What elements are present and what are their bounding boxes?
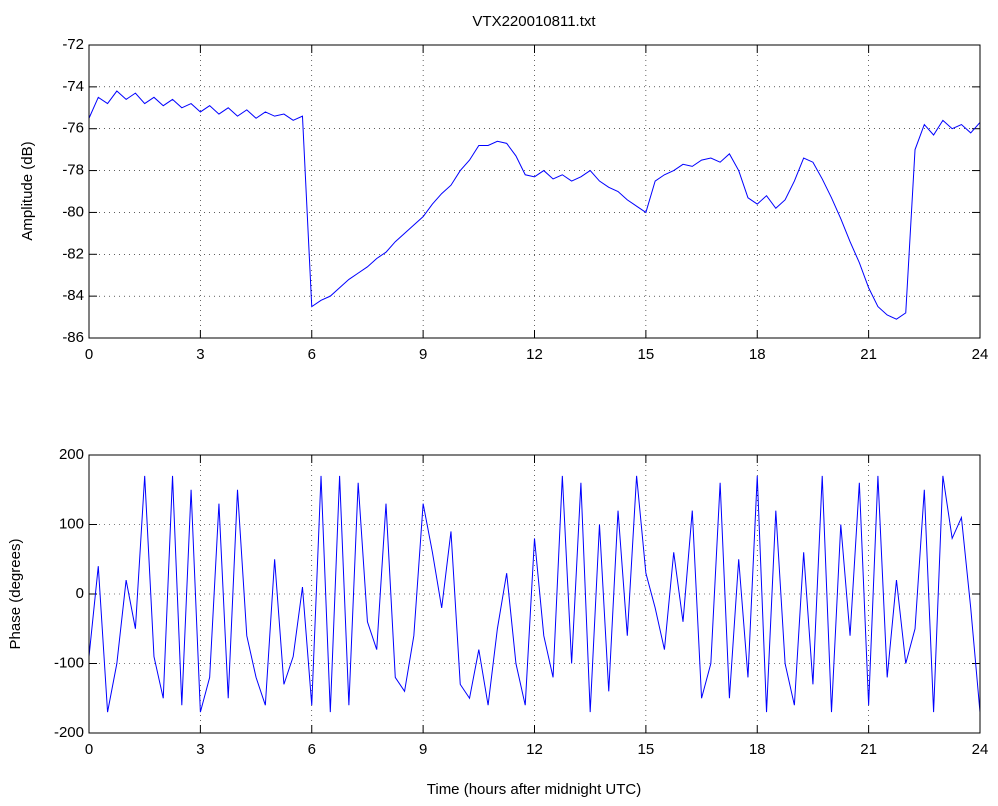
x-tick-label: 15 bbox=[638, 346, 655, 363]
x-tick-label: 18 bbox=[749, 346, 766, 363]
x-tick-label: 6 bbox=[308, 346, 316, 363]
y-axis-label: Phase (degrees) bbox=[7, 539, 24, 650]
x-axis-label: Time (hours after midnight UTC) bbox=[427, 781, 642, 798]
line bbox=[88, 475, 981, 713]
y-tick-label: -82 bbox=[62, 245, 84, 262]
y-tick-label: -86 bbox=[62, 329, 84, 346]
y-tick-label: -76 bbox=[62, 120, 84, 137]
x-tick-label: 9 bbox=[419, 741, 427, 758]
y-tick-label: 200 bbox=[59, 446, 84, 463]
y-tick-label: -74 bbox=[62, 78, 84, 95]
x-tick-label: 9 bbox=[419, 346, 427, 363]
line bbox=[88, 90, 981, 320]
y-tick-label: -84 bbox=[62, 287, 84, 304]
y-tick-label: -100 bbox=[54, 654, 84, 671]
chart-title: VTX220010811.txt bbox=[472, 13, 596, 30]
x-tick-label: 3 bbox=[196, 346, 204, 363]
x-tick-label: 12 bbox=[526, 346, 543, 363]
x-tick-label: 0 bbox=[85, 741, 93, 758]
x-tick-label: 15 bbox=[638, 741, 655, 758]
y-axis-label: Amplitude (dB) bbox=[19, 141, 36, 240]
x-tick-label: 3 bbox=[196, 741, 204, 758]
y-tick-label: -78 bbox=[62, 162, 84, 179]
x-tick-label: 6 bbox=[308, 741, 316, 758]
x-tick-label: 24 bbox=[972, 346, 989, 363]
x-tick-label: 24 bbox=[972, 741, 989, 758]
x-tick-label: 21 bbox=[860, 741, 877, 758]
x-tick-label: 18 bbox=[749, 741, 766, 758]
y-tick-label: 0 bbox=[76, 585, 84, 602]
y-tick-label: 100 bbox=[59, 515, 84, 532]
axes-frame bbox=[88, 454, 981, 734]
y-tick-label: -200 bbox=[54, 724, 84, 741]
axes-frame bbox=[88, 44, 981, 339]
x-tick-label: 21 bbox=[860, 346, 877, 363]
y-tick-label: -72 bbox=[62, 36, 84, 53]
x-tick-label: 0 bbox=[85, 346, 93, 363]
x-tick-label: 12 bbox=[526, 741, 543, 758]
y-tick-label: -80 bbox=[62, 203, 84, 220]
